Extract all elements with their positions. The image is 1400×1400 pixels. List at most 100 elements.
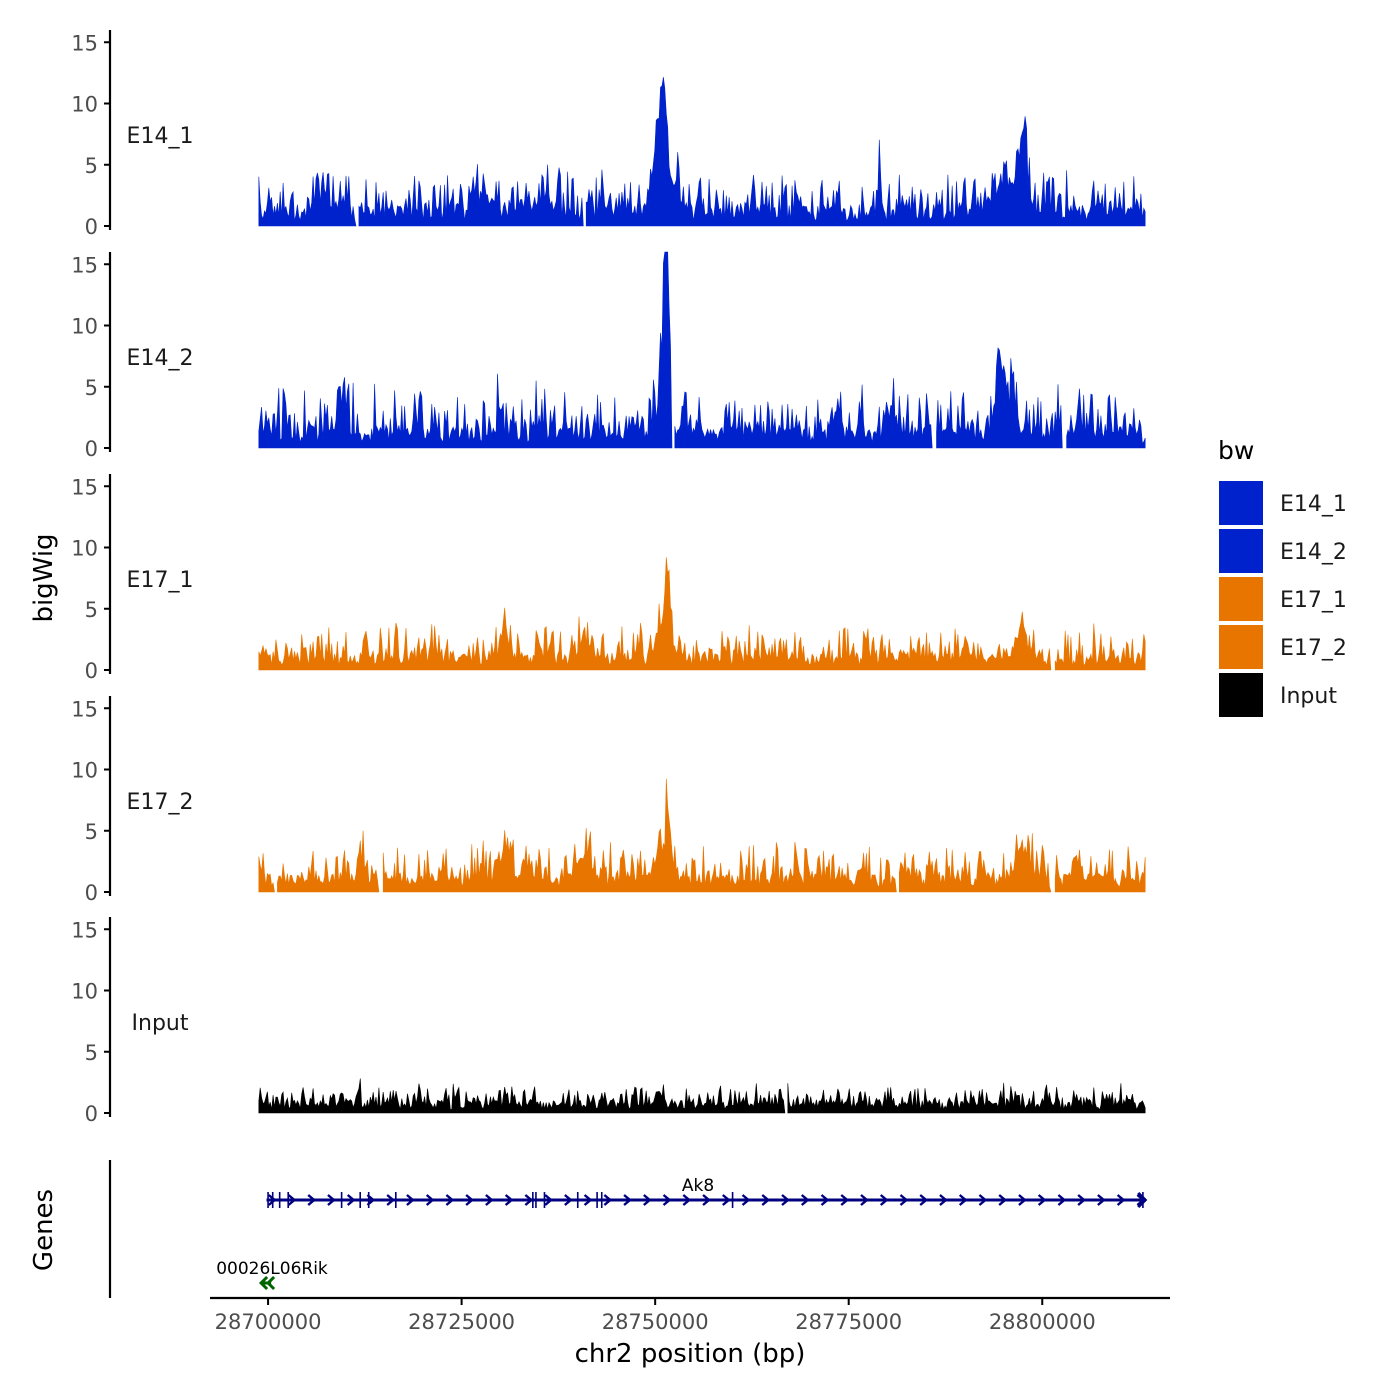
strand-arrow xyxy=(406,1194,415,1206)
strand-arrow xyxy=(465,1194,475,1206)
legend: bw E14_1 E14_2 E17_1 E17_2 Input xyxy=(1217,436,1347,719)
strand-arrow xyxy=(1057,1194,1067,1206)
x-tick-label: 28750000 xyxy=(602,1310,709,1334)
strand-arrow xyxy=(879,1194,889,1206)
strand-arrow xyxy=(958,1194,968,1206)
y-tick-label: 15 xyxy=(71,253,98,277)
strand-arrow xyxy=(840,1194,850,1206)
strand-arrow xyxy=(722,1194,731,1206)
strand-arrow xyxy=(781,1194,790,1206)
y-tick-label: 0 xyxy=(85,215,98,239)
legend-swatch-e14_2 xyxy=(1217,527,1265,575)
strand-arrow xyxy=(820,1194,830,1206)
y-tick-label: 5 xyxy=(85,1041,98,1065)
legend-swatch-e14_1 xyxy=(1217,479,1265,527)
gene-label-00026l06rik: 00026L06Rik xyxy=(216,1259,328,1279)
strand-arrow xyxy=(267,1194,277,1206)
track-e14_1: 0 5 10 15 E14_1 xyxy=(71,30,1146,239)
strand-arrow xyxy=(761,1194,771,1206)
x-tick-label: 28700000 xyxy=(215,1310,322,1334)
y-tick-label: 0 xyxy=(85,881,98,905)
coverage-area-e14_1 xyxy=(258,77,1146,227)
strand-arrow-end xyxy=(1137,1191,1148,1209)
coverage-tracks: 0 5 10 15 E14_1 0 5 10 15 E14_2 0 5 10 15 E17_1 0 5 10 15 E… xyxy=(71,30,1146,1126)
strand-arrow xyxy=(504,1194,514,1206)
x-tick-label: 28775000 xyxy=(795,1310,902,1334)
coverage-area-e17_1 xyxy=(258,557,1146,671)
y-tick-label: 10 xyxy=(71,759,98,783)
legend-swatch-input xyxy=(1217,671,1265,719)
track-label: E14_2 xyxy=(127,346,194,371)
strand-arrow xyxy=(564,1194,573,1206)
track-e14_2: 0 5 10 15 E14_2 xyxy=(71,251,1146,461)
strand-arrow xyxy=(682,1194,692,1206)
strand-arrow xyxy=(978,1194,988,1206)
strand-arrow xyxy=(860,1194,869,1206)
strand-arrow xyxy=(425,1194,435,1206)
track-input: 0 5 10 15 Input xyxy=(71,917,1146,1126)
track-label: E17_2 xyxy=(127,790,194,815)
legend-label-e14_2: E14_2 xyxy=(1280,540,1347,565)
strand-arrow xyxy=(366,1194,376,1206)
track-label: E17_1 xyxy=(127,568,194,593)
legend-swatch-e17_1 xyxy=(1217,575,1265,623)
strand-arrow xyxy=(939,1194,948,1206)
gene-label-ak8: Ak8 xyxy=(682,1176,714,1196)
strand-arrow xyxy=(258,1275,269,1291)
x-axis-label: chr2 position (bp) xyxy=(575,1339,806,1369)
x-axis: 28700000 28725000 28750000 28775000 28800000 xyxy=(210,1296,1170,1334)
coverage-area-input xyxy=(258,1078,1146,1114)
strand-arrow xyxy=(702,1194,711,1206)
x-tick-label: 28725000 xyxy=(408,1310,515,1334)
y-tick-label: 15 xyxy=(71,31,98,55)
y-tick-label: 0 xyxy=(85,437,98,461)
strand-arrow xyxy=(1097,1194,1106,1206)
y-tick-label: 5 xyxy=(85,376,98,400)
strand-arrow xyxy=(1077,1194,1087,1206)
gene-ak8: Ak8 xyxy=(266,1176,1148,1209)
genes-panel: Ak8 00026L06Rik xyxy=(108,1160,1148,1298)
y-tick-label: 15 xyxy=(71,475,98,499)
strand-arrow xyxy=(386,1194,396,1206)
track-label: Input xyxy=(132,1011,189,1036)
y-tick-label: 10 xyxy=(71,93,98,117)
y-tick-label: 5 xyxy=(85,154,98,178)
strand-arrow xyxy=(346,1194,356,1206)
y-tick-label: 10 xyxy=(71,537,98,561)
genes-axis-label: Genes xyxy=(29,1189,59,1271)
y-tick-label: 10 xyxy=(71,315,98,339)
gene-00026l06rik: 00026L06Rik xyxy=(216,1259,328,1291)
track-e17_1: 0 5 10 15 E17_1 xyxy=(71,474,1146,683)
legend-label-input: Input xyxy=(1280,684,1337,709)
strand-arrow xyxy=(800,1194,810,1206)
strand-arrow xyxy=(603,1194,613,1206)
strand-arrow xyxy=(287,1194,297,1206)
legend-title: bw xyxy=(1218,436,1254,465)
legend-label-e17_1: E17_1 xyxy=(1280,588,1347,613)
strand-arrow xyxy=(623,1194,632,1206)
strand-arrow xyxy=(583,1194,593,1206)
legend-label-e17_2: E17_2 xyxy=(1280,636,1347,661)
strand-arrow xyxy=(1116,1194,1126,1206)
strand-arrow xyxy=(265,1275,276,1291)
strand-arrow xyxy=(662,1194,672,1206)
strand-arrow xyxy=(919,1194,929,1206)
strand-arrow xyxy=(445,1194,455,1206)
y-tick-label: 5 xyxy=(85,820,98,844)
legend-label-e14_1: E14_1 xyxy=(1280,492,1347,517)
strand-arrow xyxy=(899,1194,909,1206)
x-tick-label: 28800000 xyxy=(989,1310,1096,1334)
y-axis-label: bigWig xyxy=(29,533,59,622)
y-tick-label: 0 xyxy=(85,659,98,683)
strand-arrow xyxy=(524,1194,534,1206)
y-tick-label: 15 xyxy=(71,918,98,942)
strand-arrow xyxy=(741,1194,751,1206)
strand-arrow xyxy=(485,1194,494,1206)
y-tick-label: 0 xyxy=(85,1102,98,1126)
legend-swatch-e17_2 xyxy=(1217,623,1265,671)
y-tick-label: 5 xyxy=(85,598,98,622)
strand-arrow xyxy=(307,1194,317,1206)
strand-arrow xyxy=(544,1194,553,1206)
strand-arrow xyxy=(998,1194,1008,1206)
